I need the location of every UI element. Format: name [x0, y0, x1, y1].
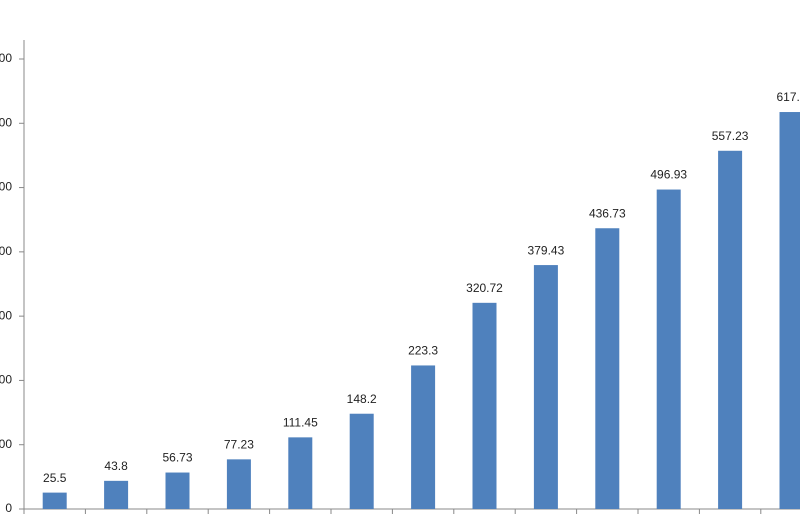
bar: [226, 459, 251, 509]
bar: [779, 112, 800, 510]
value-label: 223.3: [408, 344, 438, 358]
value-label: 43.8: [104, 459, 128, 473]
bar: [42, 492, 67, 509]
y-tick-label: 500: [0, 180, 12, 194]
y-tick-label: 300: [0, 308, 12, 322]
y-tick-label: 600: [0, 115, 12, 129]
bar: [411, 365, 436, 509]
value-label: 148.2: [347, 392, 377, 406]
y-tick-label: 100: [0, 437, 12, 451]
value-label: 496.93: [650, 168, 687, 182]
bar: [718, 150, 743, 510]
bar: [165, 472, 190, 509]
y-tick-label: 200: [0, 373, 12, 387]
value-label: 77.23: [224, 438, 254, 452]
value-label: 379.43: [528, 243, 565, 257]
bar: [349, 413, 374, 509]
value-label: 25.5: [43, 471, 67, 485]
bar: [104, 480, 129, 509]
bar: [533, 265, 558, 509]
value-label: 320.72: [466, 281, 503, 295]
bar: [472, 302, 497, 509]
bar: [595, 228, 620, 509]
value-label: 111.45: [283, 416, 318, 430]
y-tick-label: 0: [5, 501, 12, 515]
bar: [656, 189, 681, 510]
value-label: 56.73: [162, 451, 192, 465]
bar: [288, 437, 313, 509]
y-tick-label: 700: [0, 51, 12, 65]
value-label: 557.23: [712, 129, 749, 143]
value-label: 436.73: [589, 206, 626, 220]
value-label: 617.5: [776, 90, 800, 104]
y-tick-label: 400: [0, 244, 12, 258]
